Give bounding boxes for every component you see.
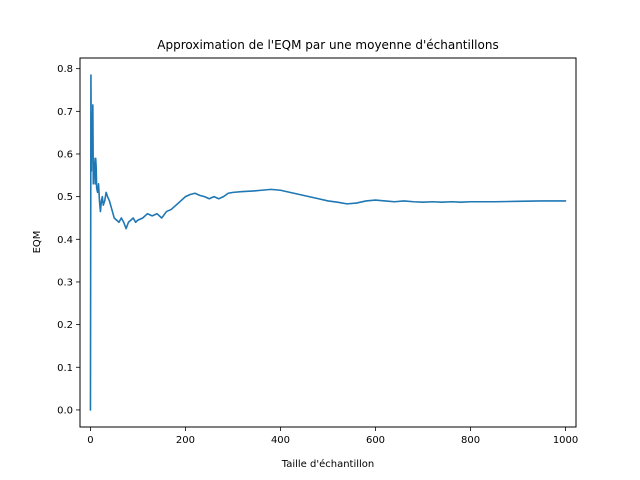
- y-tick-label: 0.6: [57, 149, 73, 160]
- y-axis-ticks: 0.0 0.1 0.2 0.3 0.4 0.5 0.6 0.7 0.8: [57, 64, 80, 416]
- y-axis-label: EQM: [32, 231, 43, 254]
- y-tick-label: 0.5: [57, 192, 73, 203]
- x-tick-label: 800: [461, 435, 480, 446]
- plot-frame: [79, 57, 577, 428]
- x-tick-label: 0: [87, 435, 93, 446]
- x-tick-label: 600: [366, 435, 385, 446]
- y-tick-label: 0.7: [57, 107, 73, 118]
- plot-area: [80, 58, 576, 427]
- x-axis-label: Taille d'échantillon: [281, 458, 375, 470]
- x-tick-label: 400: [271, 435, 290, 446]
- y-tick-label: 0.2: [57, 320, 73, 331]
- chart-title: Approximation de l'EQM par une moyenne d…: [157, 38, 498, 52]
- chart-marks: [89, 74, 567, 411]
- x-axis-ticks: 0 200 400 600 800 1000: [87, 427, 578, 446]
- y-tick-label: 0.1: [57, 363, 73, 374]
- y-tick-label: 0.3: [57, 277, 73, 288]
- y-tick-label: 0.4: [57, 235, 73, 246]
- series-line-0: [89, 74, 567, 411]
- x-tick-label: 200: [176, 435, 195, 446]
- x-tick-label: 1000: [553, 435, 578, 446]
- y-tick-label: 0.8: [57, 64, 73, 75]
- y-tick-label: 0.0: [57, 405, 73, 416]
